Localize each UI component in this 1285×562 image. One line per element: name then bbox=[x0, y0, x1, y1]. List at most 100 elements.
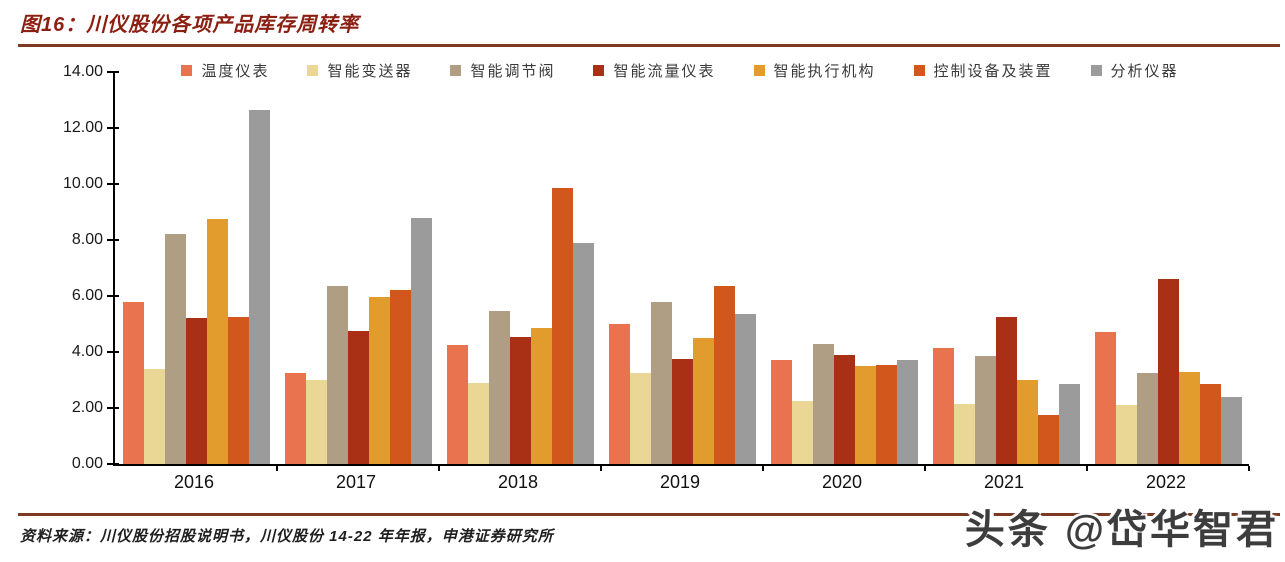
bar bbox=[143, 368, 165, 464]
x-axis-labels: 2016 2017 2018 2019 2020 2021 2022 bbox=[113, 472, 1247, 493]
bar bbox=[227, 317, 249, 464]
y-axis-tick bbox=[107, 295, 119, 297]
bar bbox=[854, 366, 876, 464]
top-divider bbox=[18, 44, 1280, 47]
bar bbox=[530, 328, 552, 464]
bar-group-2017 bbox=[277, 72, 439, 464]
x-axis-tick bbox=[600, 466, 602, 471]
bar bbox=[812, 343, 834, 464]
bar bbox=[1220, 396, 1242, 464]
bar bbox=[671, 359, 693, 464]
bar bbox=[1157, 279, 1179, 464]
y-axis-tick bbox=[107, 127, 119, 129]
y-axis-tick bbox=[107, 71, 119, 73]
bar bbox=[1178, 371, 1200, 464]
bar bbox=[551, 188, 573, 464]
bar bbox=[305, 380, 327, 464]
plot-area bbox=[107, 71, 1250, 471]
bar bbox=[326, 286, 348, 464]
bar bbox=[572, 242, 594, 464]
legend-item: 智能流量仪表 bbox=[593, 60, 715, 81]
bar bbox=[896, 360, 918, 464]
x-tick-label: 2019 bbox=[659, 472, 701, 492]
bar bbox=[248, 109, 270, 464]
bar bbox=[509, 336, 531, 464]
bar bbox=[608, 324, 630, 464]
bar bbox=[875, 364, 897, 464]
bar-group-2022 bbox=[1087, 72, 1249, 464]
bar-group-2021 bbox=[925, 72, 1087, 464]
bar bbox=[368, 297, 390, 464]
legend-swatch-icon bbox=[1090, 65, 1102, 76]
bar-group-2016 bbox=[115, 72, 277, 464]
x-tick-label: 2020 bbox=[821, 472, 863, 492]
bar bbox=[1037, 415, 1059, 464]
y-axis-tick bbox=[107, 183, 119, 185]
legend-swatch-icon bbox=[593, 65, 605, 76]
bar-group-2020 bbox=[763, 72, 925, 464]
bar bbox=[347, 331, 369, 464]
bar bbox=[1136, 373, 1158, 464]
bar bbox=[650, 301, 672, 464]
legend-item: 温度仪表 bbox=[181, 60, 269, 81]
watermark: 头条 @岱华智君 bbox=[964, 508, 1279, 552]
bar-group-2019 bbox=[601, 72, 763, 464]
x-axis-tick bbox=[1086, 466, 1088, 471]
bar bbox=[953, 403, 975, 464]
legend-item: 控制设备及装置 bbox=[913, 60, 1053, 81]
x-axis-tick bbox=[924, 466, 926, 471]
x-axis-tick bbox=[1248, 466, 1250, 471]
bar bbox=[932, 347, 954, 464]
bar bbox=[122, 301, 144, 464]
bar bbox=[284, 373, 306, 464]
bar bbox=[692, 338, 714, 464]
bar bbox=[467, 382, 489, 464]
figure-title: 图16：川仪股份各项产品库存周转率 bbox=[20, 14, 360, 36]
legend-label: 智能执行机构 bbox=[773, 63, 876, 80]
legend-swatch-icon bbox=[450, 65, 462, 76]
legend-swatch-icon bbox=[307, 65, 319, 76]
bar bbox=[629, 373, 651, 464]
legend-swatch-icon bbox=[753, 65, 765, 76]
legend-item: 分析仪器 bbox=[1090, 60, 1179, 81]
x-tick-label: 2021 bbox=[983, 472, 1025, 492]
legend-item: 智能变送器 bbox=[307, 60, 412, 81]
bar bbox=[389, 290, 411, 464]
legend-item: 智能调节阀 bbox=[450, 60, 555, 81]
y-axis-tick bbox=[107, 407, 119, 409]
source-note: 资料来源：川仪股份招股说明书，川仪股份 14-22 年年报，申港证券研究所 bbox=[20, 528, 554, 545]
y-tick-label: 10.00 bbox=[62, 175, 103, 192]
legend-label: 控制设备及装置 bbox=[933, 63, 1053, 80]
x-tick-label: 2017 bbox=[335, 472, 377, 492]
bar bbox=[1016, 380, 1038, 464]
bar bbox=[974, 356, 996, 464]
bar bbox=[791, 401, 813, 464]
bar bbox=[770, 360, 792, 464]
bar bbox=[185, 318, 207, 464]
y-tick-label: 4.00 bbox=[71, 343, 103, 360]
y-tick-label: 8.00 bbox=[71, 231, 103, 248]
bar bbox=[1094, 332, 1116, 464]
legend-label: 智能流量仪表 bbox=[613, 63, 716, 80]
x-tick-label: 2016 bbox=[173, 472, 215, 492]
bar bbox=[1199, 384, 1221, 464]
x-tick-label: 2022 bbox=[1145, 472, 1187, 492]
legend-label: 分析仪器 bbox=[1110, 63, 1179, 80]
y-axis-tick bbox=[107, 463, 119, 465]
legend-item: 智能执行机构 bbox=[753, 60, 876, 81]
y-tick-label: 14.00 bbox=[62, 63, 103, 80]
x-tick-label: 2018 bbox=[497, 472, 539, 492]
bar bbox=[734, 314, 756, 464]
legend-label: 智能调节阀 bbox=[470, 63, 556, 80]
bar bbox=[995, 317, 1017, 464]
legend-swatch-icon bbox=[913, 65, 925, 76]
bar bbox=[713, 286, 735, 464]
y-axis-tick bbox=[107, 239, 119, 241]
y-tick-label: 0.00 bbox=[71, 455, 103, 472]
bar bbox=[1115, 405, 1137, 464]
bar bbox=[206, 219, 228, 464]
x-axis-tick bbox=[438, 466, 440, 471]
y-tick-label: 2.00 bbox=[71, 399, 103, 416]
bar bbox=[488, 311, 510, 464]
